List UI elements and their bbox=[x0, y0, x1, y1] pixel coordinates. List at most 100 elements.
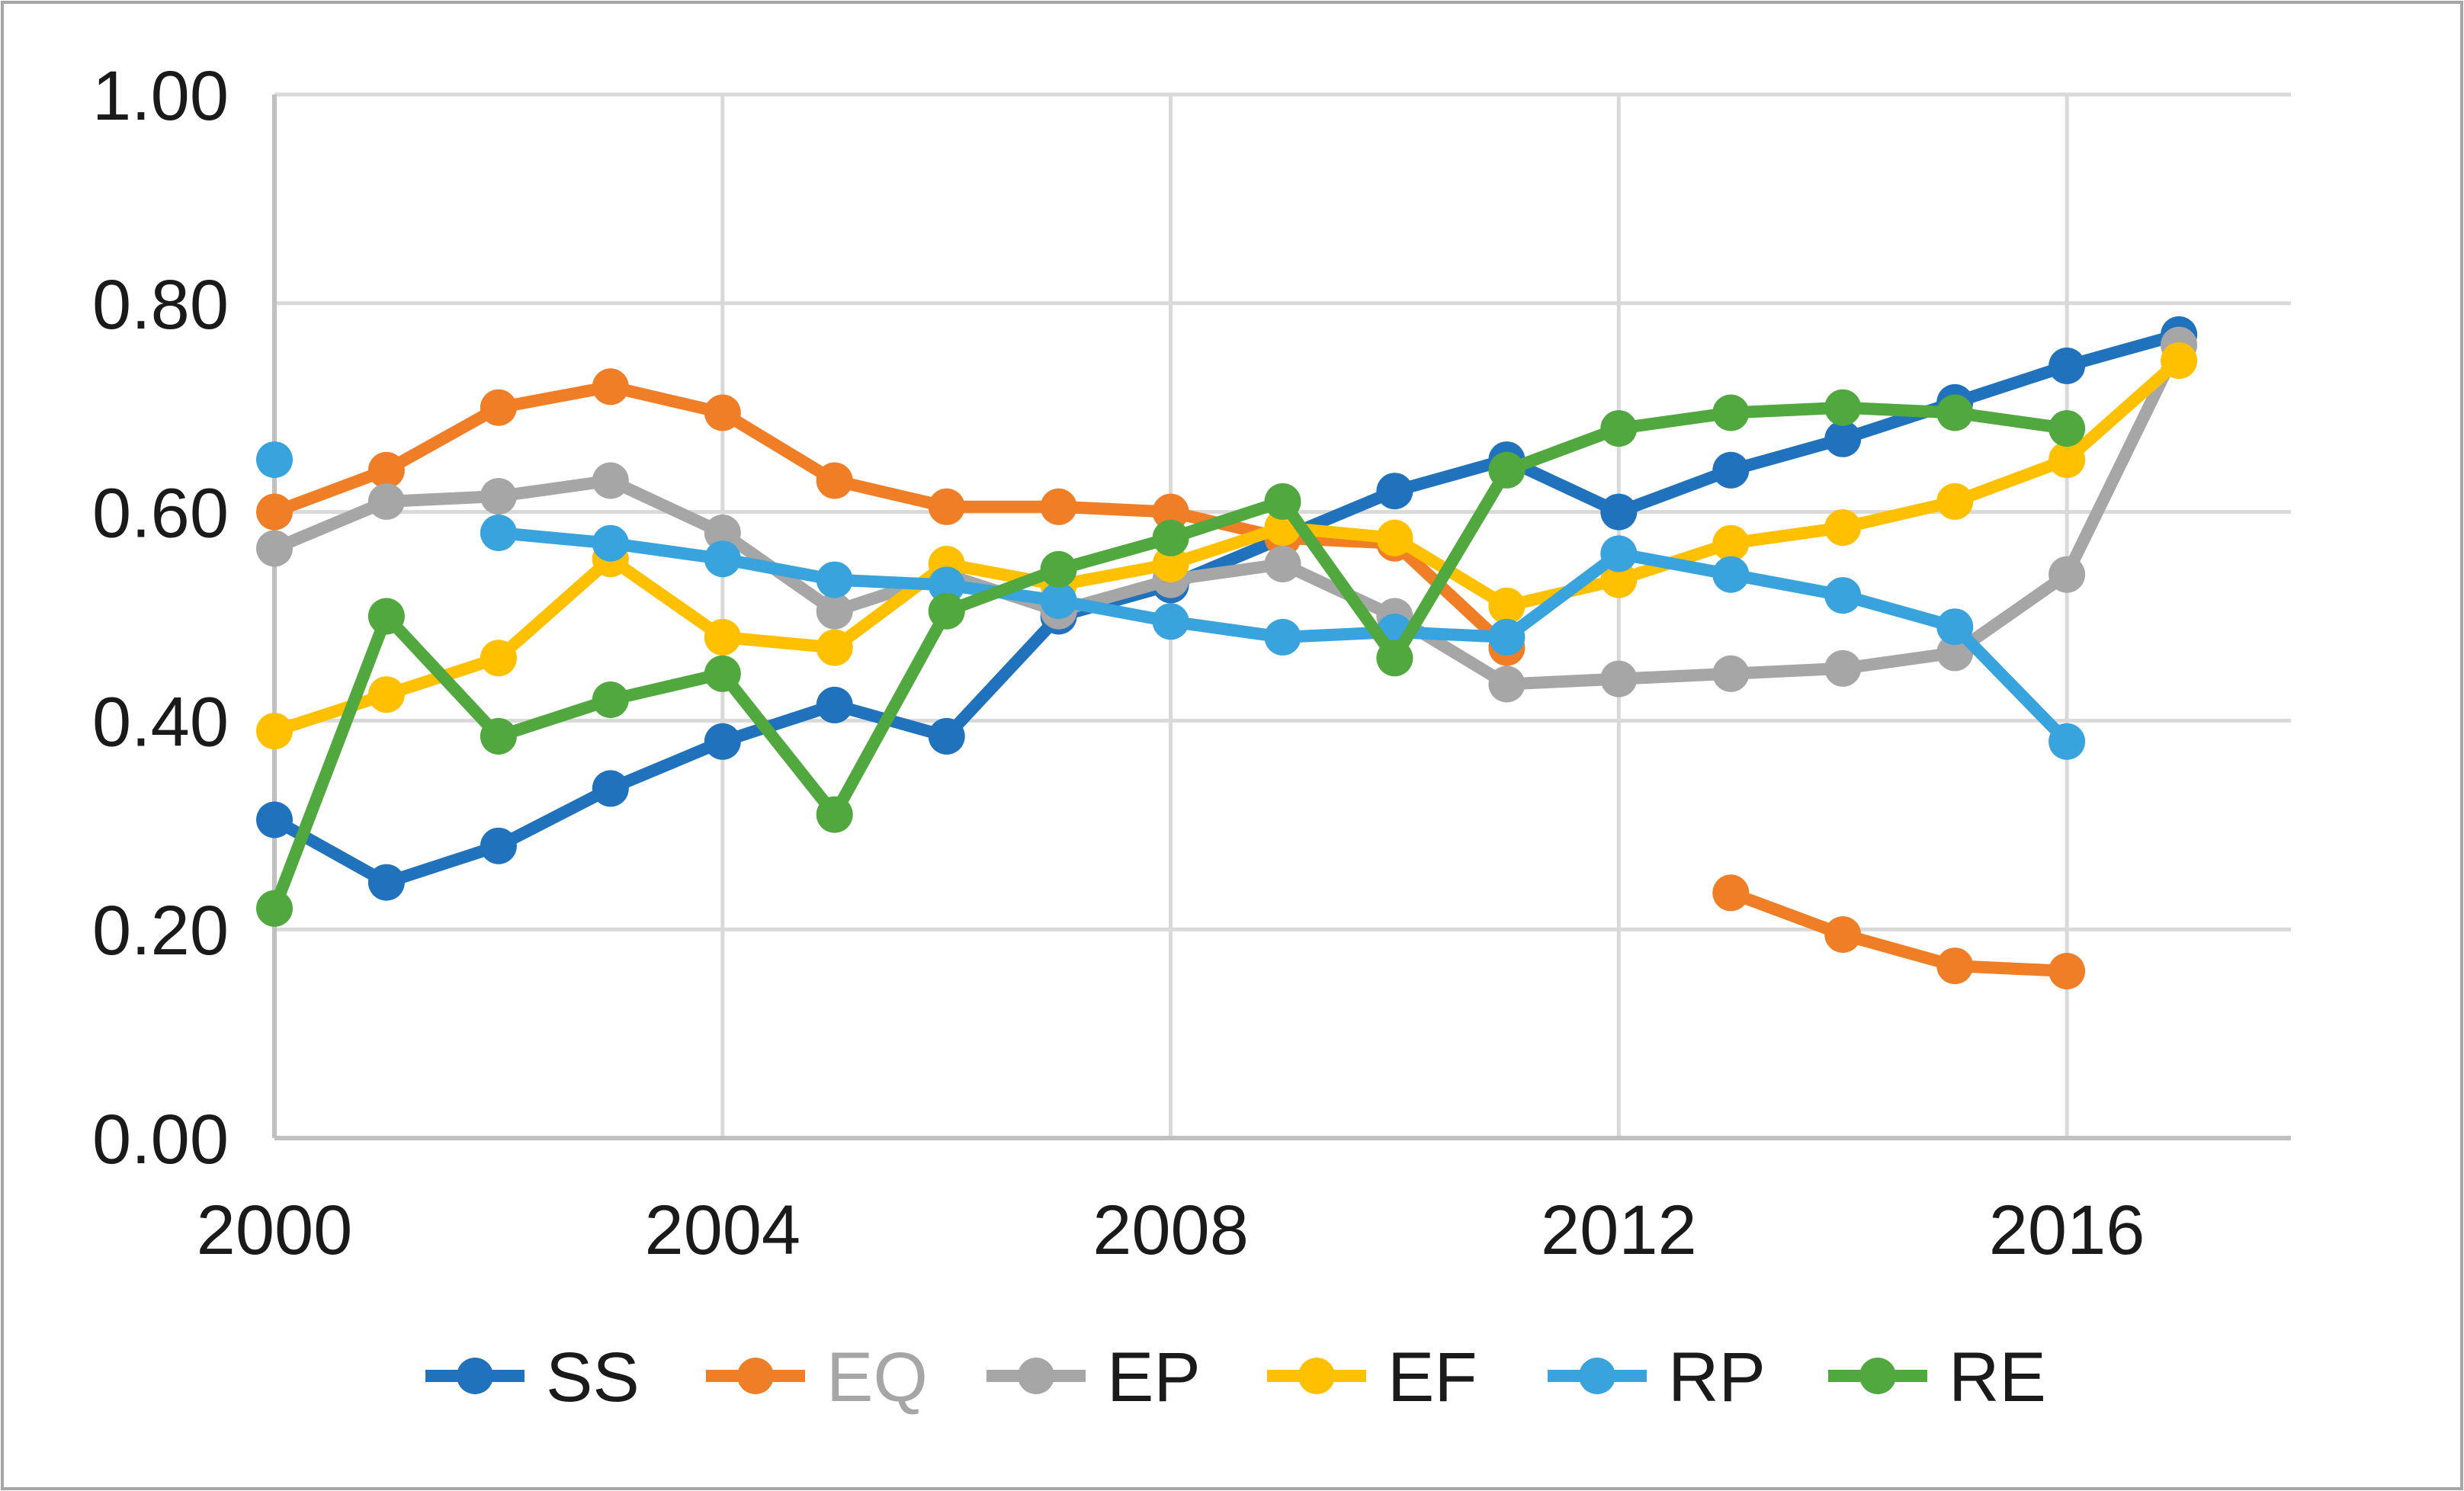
legend-marker-SS bbox=[457, 1358, 493, 1394]
y-tick-label: 0.80 bbox=[92, 266, 229, 344]
data-point-SS bbox=[928, 717, 965, 755]
data-point-EF bbox=[2049, 441, 2086, 479]
data-point-RE bbox=[1936, 394, 1974, 431]
data-point-RE bbox=[704, 655, 741, 692]
legend-label-SS: SS bbox=[546, 1339, 640, 1416]
data-point-EF bbox=[367, 676, 405, 713]
data-point-RE bbox=[1152, 519, 1189, 556]
x-tick-label: 2008 bbox=[1092, 1191, 1249, 1269]
data-point-SS bbox=[1600, 493, 1638, 531]
data-point-EQ bbox=[1040, 488, 1077, 525]
legend-marker-EQ bbox=[737, 1358, 774, 1394]
data-point-EF bbox=[816, 629, 853, 666]
data-point-SS bbox=[256, 801, 293, 838]
data-point-SS bbox=[480, 827, 517, 864]
data-point-RE bbox=[367, 598, 405, 635]
data-point-SS bbox=[1824, 420, 1862, 457]
data-point-RE bbox=[1264, 483, 1301, 520]
data-point-RE bbox=[256, 890, 293, 927]
data-point-RE bbox=[1040, 550, 1077, 588]
series-line-EQ bbox=[1724, 887, 2074, 977]
y-tick-label: 0.20 bbox=[92, 892, 229, 970]
data-point-RP bbox=[592, 524, 629, 562]
data-point-EP bbox=[704, 515, 741, 551]
data-point-EP bbox=[367, 483, 405, 520]
data-point-RP bbox=[1488, 618, 1526, 656]
data-point-EQ bbox=[816, 462, 853, 499]
data-point-EF bbox=[1824, 509, 1862, 547]
data-point-EP bbox=[1264, 546, 1301, 582]
data-point-RP bbox=[928, 566, 965, 604]
legend-label-RE: RE bbox=[1949, 1339, 2046, 1416]
data-point-SS bbox=[1712, 451, 1750, 489]
data-point-EQ bbox=[1152, 493, 1189, 531]
data-point-RP bbox=[816, 561, 853, 598]
series-line-EF bbox=[268, 354, 2186, 738]
data-point-EQ bbox=[592, 368, 629, 406]
data-point-RE bbox=[2049, 410, 2086, 447]
data-point-EP bbox=[1600, 660, 1638, 697]
series-line-SS bbox=[268, 328, 2186, 889]
data-point-EP bbox=[1488, 665, 1526, 703]
data-point-EQ bbox=[367, 451, 405, 489]
legend-marker-EF bbox=[1298, 1358, 1335, 1394]
data-point-EQ bbox=[1824, 916, 1862, 953]
data-point-EF bbox=[1152, 546, 1189, 582]
data-point-EQ bbox=[1936, 948, 1974, 985]
data-point-EF bbox=[1712, 524, 1750, 562]
data-point-RE bbox=[1712, 394, 1750, 431]
data-point-SS bbox=[1376, 473, 1413, 510]
data-point-RE bbox=[592, 681, 629, 718]
legend-marker-RE bbox=[1859, 1358, 1896, 1394]
legend-label-RP: RP bbox=[1668, 1339, 1766, 1416]
legend-label-EP: EP bbox=[1107, 1339, 1201, 1416]
data-point-RE bbox=[816, 796, 853, 833]
data-point-RP bbox=[1712, 556, 1750, 593]
data-point-EP bbox=[2049, 556, 2086, 593]
data-point-RE bbox=[480, 717, 517, 755]
legend-label-EF: EF bbox=[1388, 1339, 1477, 1416]
legend-label-EQ: EQ bbox=[826, 1339, 928, 1416]
data-point-EF bbox=[704, 618, 741, 656]
y-tick-label: 0.00 bbox=[92, 1101, 229, 1178]
data-point-EF bbox=[1600, 561, 1638, 598]
data-point-EQ bbox=[2049, 953, 2086, 989]
data-point-RP bbox=[1824, 577, 1862, 614]
data-point-EF bbox=[1488, 587, 1526, 624]
data-point-EQ bbox=[1712, 874, 1750, 912]
series-line-EP bbox=[268, 338, 2186, 691]
data-point-SS bbox=[2049, 347, 2086, 384]
legend-marker-EP bbox=[1018, 1358, 1054, 1394]
data-point-EQ bbox=[704, 394, 741, 431]
data-point-RP bbox=[1040, 582, 1077, 619]
data-point-EP bbox=[816, 592, 853, 630]
data-point-EQ bbox=[256, 493, 293, 531]
legend-marker-RP bbox=[1579, 1358, 1615, 1394]
x-tick-label: 2004 bbox=[644, 1191, 800, 1269]
data-point-RP bbox=[256, 441, 293, 479]
data-point-RE bbox=[1824, 389, 1862, 426]
data-point-RE bbox=[1600, 410, 1638, 447]
y-tick-label: 0.60 bbox=[92, 475, 229, 553]
data-point-RP bbox=[480, 515, 517, 551]
x-tick-label: 2012 bbox=[1541, 1191, 1697, 1269]
data-point-RE bbox=[1488, 451, 1526, 489]
x-tick-label: 2016 bbox=[1989, 1191, 2145, 1269]
data-point-EQ bbox=[480, 389, 517, 426]
data-point-EP bbox=[256, 530, 293, 567]
data-point-SS bbox=[816, 686, 853, 723]
data-point-SS bbox=[367, 864, 405, 901]
data-point-EQ bbox=[928, 488, 965, 525]
data-point-EP bbox=[1824, 649, 1862, 687]
data-point-RE bbox=[928, 592, 965, 630]
data-point-RP bbox=[2049, 723, 2086, 760]
data-point-EF bbox=[480, 640, 517, 677]
y-tick-label: 1.00 bbox=[92, 57, 229, 135]
series-line-EQ bbox=[268, 380, 1513, 654]
data-point-EF bbox=[1936, 483, 1974, 520]
data-point-EP bbox=[592, 462, 629, 499]
data-point-RP bbox=[1600, 535, 1638, 572]
